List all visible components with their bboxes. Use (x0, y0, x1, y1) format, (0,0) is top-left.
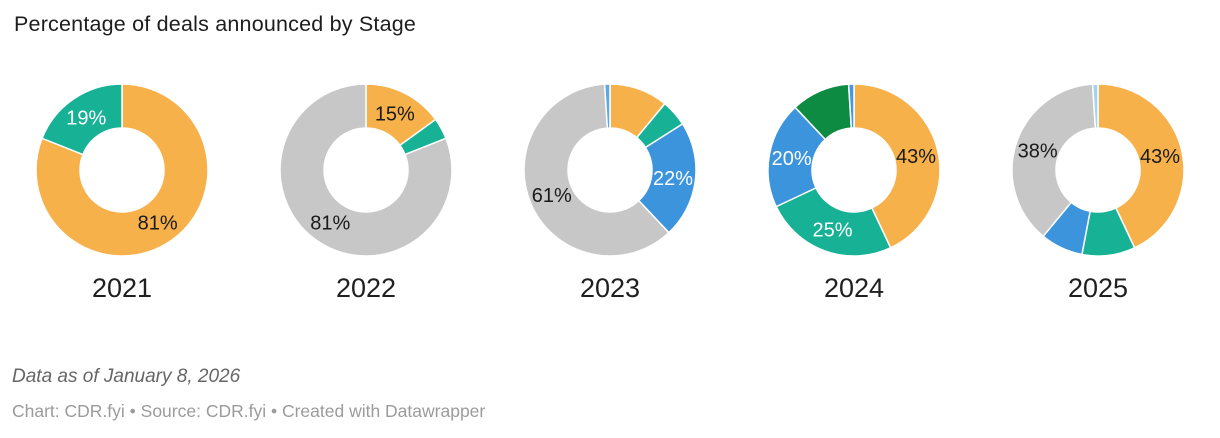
pie-slice-2025-0[interactable] (1097, 83, 1185, 249)
pie-slice-2021-1[interactable] (41, 83, 123, 156)
donut-svg-2024: 43%25%20% (767, 83, 941, 257)
year-label-2024: 2024 (823, 273, 885, 303)
year-label-2022: 2022 (335, 273, 397, 303)
pie-slice-2023-2[interactable] (638, 123, 697, 234)
year-label-2025: 2025 (1067, 273, 1129, 303)
pie-slice-2023-4[interactable] (603, 83, 611, 129)
chart-credit: Chart: CDR.fyi • Source: CDR.fyi • Creat… (12, 401, 486, 421)
pie-slice-2024-4[interactable] (847, 83, 855, 129)
donut-charts-row: 81% 19% 2021 15% 81% 2022 22% 61% 2023 43% 25% 20% 2… (0, 70, 1220, 304)
pie-slice-2021-0[interactable] (35, 83, 209, 257)
donut-chart-2024: 43% 25% 20% 2024 (732, 70, 976, 304)
chart-title: Percentage of deals announced by Stage (14, 12, 417, 36)
donut-svg-2023: 22%61% (523, 83, 697, 257)
data-note: Data as of January 8, 2026 (12, 366, 241, 387)
pie-slice-2025-3[interactable] (1011, 83, 1097, 238)
donut-chart-2021: 81% 19% 2021 (0, 70, 244, 304)
pie-slice-2025-4[interactable] (1091, 83, 1099, 129)
pie-slice-2024-1[interactable] (775, 187, 892, 257)
pie-slice-2023-3[interactable] (523, 83, 670, 257)
donut-chart-2025: 43% 38% 2025 (976, 70, 1220, 304)
donut-svg-2025: 43%38% (1011, 83, 1185, 257)
donut-chart-2023: 22% 61% 2023 (488, 70, 732, 304)
year-label-2023: 2023 (579, 273, 641, 303)
donut-chart-2022: 15% 81% 2022 (244, 70, 488, 304)
pie-slice-2024-0[interactable] (853, 83, 941, 249)
year-label-2021: 2021 (91, 273, 153, 303)
donut-svg-2022: 15%81% (279, 83, 453, 257)
donut-svg-2021: 81%19% (35, 83, 209, 257)
pie-slice-2022-2[interactable] (279, 83, 453, 257)
